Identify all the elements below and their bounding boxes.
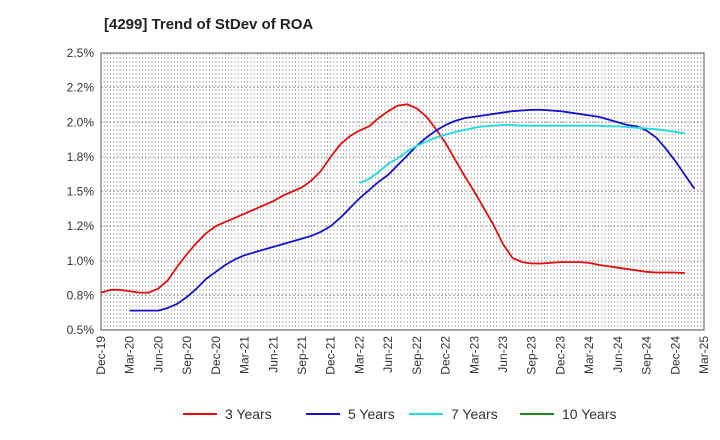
y-tick-label: 1.0% xyxy=(67,254,95,268)
y-tick-label: 0.5% xyxy=(67,323,95,337)
x-tick-label: Mar-25 xyxy=(697,336,711,374)
series-line-7-years xyxy=(359,124,685,185)
series-line-5-years xyxy=(129,108,696,312)
plot-area-border xyxy=(100,52,705,331)
x-tick-label: Dec-21 xyxy=(324,336,338,375)
grid xyxy=(101,53,704,330)
y-tick-label: 1.8% xyxy=(67,150,95,164)
x-tick-label: Mar-20 xyxy=(123,336,137,374)
x-axis: Dec-19 Mar-20 Jun-20 Sep-20 Dec-20 Mar-21 Jun-… xyxy=(94,336,711,375)
y-axis: 0.5% 0.8% 1.0% 1.2% 1.5% 1.8% 2.0% 2.2% 2.5% xyxy=(67,46,95,337)
x-tick-label: Dec-20 xyxy=(209,336,223,375)
legend-label: 3 Years xyxy=(225,406,272,422)
legend-label: 10 Years xyxy=(562,406,617,422)
x-tick-label: Jun-23 xyxy=(496,336,510,373)
x-tick-label: Jun-21 xyxy=(266,336,280,373)
legend: 3 Years 5 Years 7 Years 10 Years xyxy=(183,406,617,422)
x-tick-label: Jun-20 xyxy=(151,336,165,373)
x-tick-label: Dec-23 xyxy=(553,336,567,375)
x-tick-label: Jun-22 xyxy=(381,336,395,373)
y-tick-label: 2.0% xyxy=(67,115,95,129)
series-lines xyxy=(100,103,696,312)
x-tick-label: Dec-22 xyxy=(439,336,453,375)
x-tick-label: Dec-24 xyxy=(668,336,682,375)
chart-title: [4299] Trend of StDev of ROA xyxy=(104,16,314,33)
x-tick-label: Sep-21 xyxy=(295,336,309,375)
x-tick-label: Sep-22 xyxy=(410,336,424,375)
y-tick-label: 0.8% xyxy=(67,288,95,302)
x-tick-label: Sep-20 xyxy=(180,336,194,375)
y-tick-label: 2.2% xyxy=(67,81,95,95)
x-tick-label: Jun-24 xyxy=(611,336,625,373)
x-tick-label: Mar-24 xyxy=(582,336,596,374)
series-line-3-years xyxy=(100,103,685,294)
y-tick-label: 1.2% xyxy=(67,219,95,233)
x-tick-label: Sep-24 xyxy=(640,336,654,375)
legend-label: 5 Years xyxy=(348,406,395,422)
x-tick-label: Mar-23 xyxy=(467,336,481,374)
x-tick-label: Mar-22 xyxy=(352,336,366,374)
x-tick-label: Sep-23 xyxy=(525,336,539,375)
x-tick-label: Dec-19 xyxy=(94,336,108,375)
legend-label: 7 Years xyxy=(451,406,498,422)
y-tick-label: 1.5% xyxy=(67,185,95,199)
y-tick-label: 2.5% xyxy=(67,46,95,60)
x-tick-label: Mar-21 xyxy=(238,336,252,374)
